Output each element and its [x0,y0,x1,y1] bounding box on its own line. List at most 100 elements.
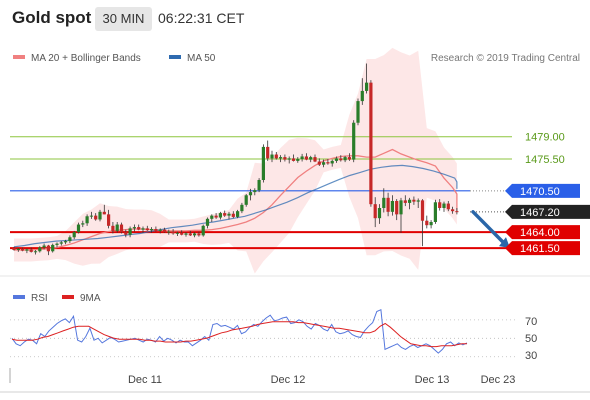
resistance-label: 1470.50 [520,186,560,198]
candle-body [365,82,369,91]
target-label: 1479.00 [525,132,565,144]
candle-body [455,211,459,213]
target-label: 1475.50 [525,154,565,166]
candle-body [274,154,278,159]
candle-body [279,157,283,159]
candle-body [16,248,20,250]
candle-body [257,180,261,191]
ma20-legend-swatch [13,55,25,59]
candle-body [309,157,313,160]
candle-body [72,232,76,238]
rsi-ma-line [11,321,467,348]
ma20-legend-label: MA 20 + Bollinger Bands [31,53,141,64]
candle-body [317,161,321,165]
candle-body [42,245,46,248]
candle-body [433,202,437,222]
candle-body [313,157,317,162]
candle-body [420,200,425,221]
candle-body [51,244,55,252]
projection-arrow-shaft [471,210,507,246]
candle-body [188,233,192,236]
candle-body [244,195,248,205]
rsi-legend-swatch [13,295,25,299]
candle-body [124,232,128,235]
candle-body [89,215,93,217]
candle-body [438,202,442,208]
candle-body [12,248,16,250]
candle-body [270,154,274,159]
last-price-tag [505,204,590,219]
candle-body [115,224,119,231]
candle-body [29,249,33,252]
price-chart[interactable]: 1479.00 1475.50 1470.50 1467.20 1464.00 1461.… [0,38,590,400]
bollinger-band-area [14,47,457,274]
timeframe-button[interactable]: 30 MIN [95,7,152,31]
rsi-tick-70: 70 [525,316,537,328]
candle-body [223,213,227,216]
candle-body [162,229,167,233]
candle-body [55,243,59,245]
x-tick-dec-11: Dec 11 [128,374,162,386]
ma50-line [13,164,458,248]
candle-body [231,213,235,217]
x-tick-dec-13: Dec 13 [415,374,450,386]
candle-body [150,229,154,231]
candle-body [214,215,218,218]
candle-body [382,197,386,208]
candle-body [266,146,270,159]
candle-body [390,201,394,212]
candle-body [412,199,416,202]
candle-body [442,203,446,208]
candle-body [408,199,412,203]
chart-header: Gold spot 30 MIN 06:22:31 CET [0,0,590,38]
candle-body [291,158,296,161]
candle-body [330,160,334,164]
rsi-lines [11,308,468,354]
candle-body [141,228,145,230]
candle-body [128,228,132,235]
candle-body [197,233,201,236]
rsi-ma-legend-swatch [62,295,74,299]
candle-body [193,233,197,236]
candle-body [300,156,304,159]
candle-body [81,223,85,225]
candle-body [429,222,433,226]
candle-body [132,227,136,229]
candle-body [399,200,403,215]
candle-body [33,251,38,253]
rsi-line [11,308,468,354]
candle-body [107,214,111,226]
candle-body [137,227,141,230]
candle-body [352,122,356,160]
ma20-line [14,148,458,251]
candle-body [395,201,399,215]
resistance-tag [505,183,580,198]
candle-body [201,225,205,236]
candle-body [451,209,455,212]
last-price-label: 1467.20 [520,207,560,219]
candle-body [386,197,390,212]
candlesticks [12,63,459,256]
candle-body [373,204,377,219]
candle-body [304,156,308,160]
candle-body [158,229,162,231]
candle-body [119,224,124,233]
candle-body [145,228,149,231]
candle-body [205,218,210,226]
candle-body [343,157,347,161]
candle-body [287,158,291,160]
rsi-legend-label: RSI [31,293,48,304]
candle-body [59,242,63,244]
candle-body [210,215,214,219]
x-tick-dec-23: Dec 23 [481,374,516,386]
ma50-legend-swatch [169,55,181,59]
candle-body [76,224,81,233]
support-label: 1464.00 [520,227,560,239]
level-lines [10,136,512,250]
candle-body [111,225,115,231]
candle-body [85,216,89,224]
candle-body [296,159,300,161]
candle-body [46,245,50,252]
candle-body [154,229,158,231]
candle-body [240,204,244,212]
